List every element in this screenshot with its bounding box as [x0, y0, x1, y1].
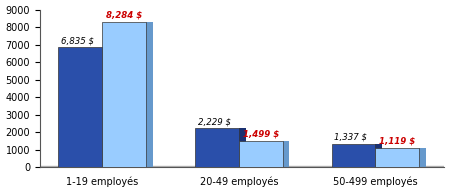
- Bar: [102, 47, 109, 167]
- Text: 2,229 $: 2,229 $: [198, 117, 231, 126]
- Bar: [375, 144, 382, 167]
- Bar: [239, 128, 246, 167]
- Bar: [146, 22, 153, 167]
- Text: 1,119 $: 1,119 $: [379, 136, 415, 146]
- Text: 1,337 $: 1,337 $: [334, 133, 368, 142]
- Bar: [195, 128, 239, 167]
- Bar: [102, 22, 146, 167]
- Text: 1,499 $: 1,499 $: [243, 130, 279, 139]
- Bar: [239, 141, 283, 167]
- Bar: [283, 141, 289, 167]
- Text: 8,284 $: 8,284 $: [106, 11, 142, 20]
- Text: 6,835 $: 6,835 $: [61, 36, 94, 45]
- Bar: [58, 47, 102, 167]
- Bar: [419, 148, 426, 167]
- Bar: [375, 148, 419, 167]
- Bar: [332, 144, 375, 167]
- Bar: [40, 166, 445, 171]
